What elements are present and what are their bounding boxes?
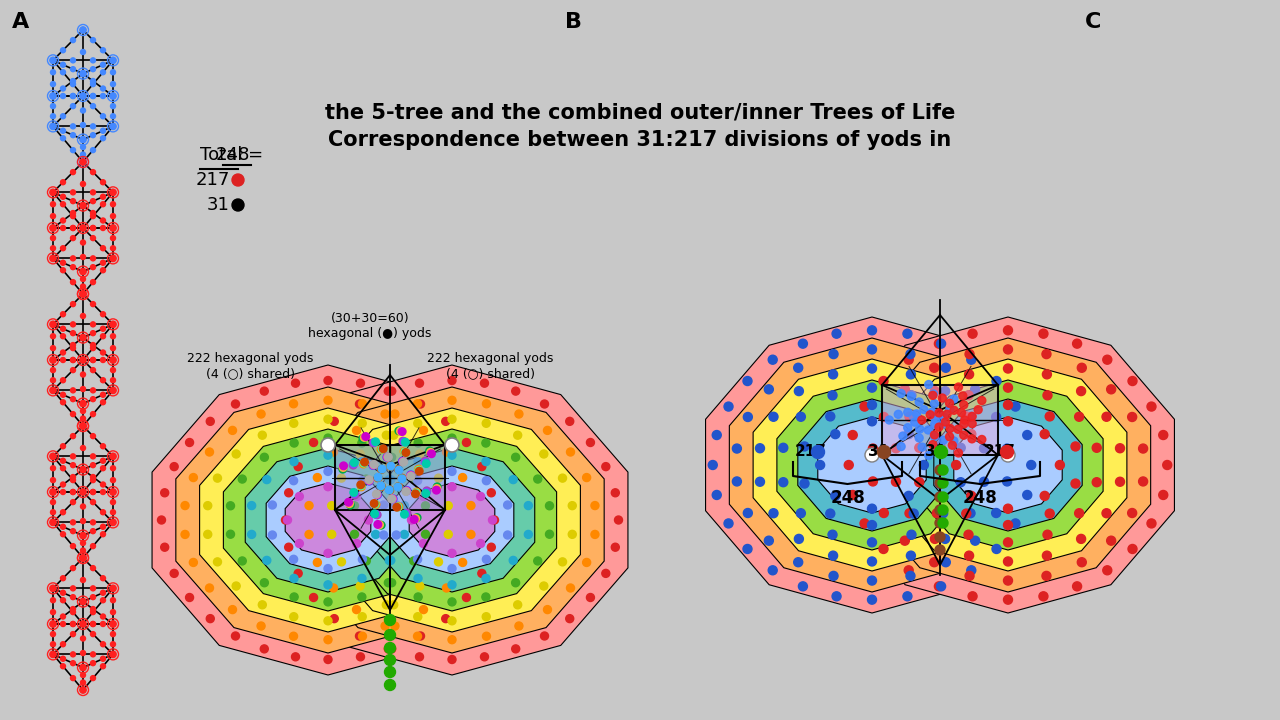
Circle shape xyxy=(70,500,76,505)
Circle shape xyxy=(60,194,65,199)
Circle shape xyxy=(614,516,622,524)
Circle shape xyxy=(1073,339,1082,348)
Text: (30+30=60)
hexagonal (●) yods: (30+30=60) hexagonal (●) yods xyxy=(308,312,431,340)
Circle shape xyxy=(79,159,86,165)
Text: 217: 217 xyxy=(795,444,827,459)
Circle shape xyxy=(378,482,385,490)
Circle shape xyxy=(110,246,115,251)
Circle shape xyxy=(378,465,385,473)
Circle shape xyxy=(941,387,950,395)
Circle shape xyxy=(540,582,548,590)
Circle shape xyxy=(378,466,385,473)
Circle shape xyxy=(956,444,965,452)
Circle shape xyxy=(940,412,947,420)
Circle shape xyxy=(860,402,869,411)
Circle shape xyxy=(483,400,490,408)
Circle shape xyxy=(941,558,950,567)
Circle shape xyxy=(764,384,773,394)
Circle shape xyxy=(384,645,392,653)
Circle shape xyxy=(91,132,96,138)
Circle shape xyxy=(91,528,96,534)
Circle shape xyxy=(91,343,96,348)
Circle shape xyxy=(426,449,434,456)
Circle shape xyxy=(329,584,338,592)
Circle shape xyxy=(70,595,76,600)
Circle shape xyxy=(389,600,398,609)
Circle shape xyxy=(269,501,276,509)
Circle shape xyxy=(412,490,420,498)
Circle shape xyxy=(79,555,86,561)
Circle shape xyxy=(79,225,86,231)
Circle shape xyxy=(941,364,950,372)
Circle shape xyxy=(928,408,936,416)
Circle shape xyxy=(567,584,575,592)
Circle shape xyxy=(503,531,512,539)
Circle shape xyxy=(812,446,824,459)
Circle shape xyxy=(60,326,65,331)
Circle shape xyxy=(934,505,945,515)
Circle shape xyxy=(513,600,522,609)
Circle shape xyxy=(868,504,877,513)
Circle shape xyxy=(370,461,378,469)
Circle shape xyxy=(60,70,65,75)
Circle shape xyxy=(410,557,417,565)
Circle shape xyxy=(929,392,937,400)
Circle shape xyxy=(458,474,467,482)
Circle shape xyxy=(978,397,986,405)
Circle shape xyxy=(339,464,347,472)
Circle shape xyxy=(70,170,76,175)
Circle shape xyxy=(357,481,365,489)
Circle shape xyxy=(60,664,65,669)
Circle shape xyxy=(799,339,808,348)
Circle shape xyxy=(289,613,298,621)
Circle shape xyxy=(383,600,390,609)
Circle shape xyxy=(70,78,76,84)
Circle shape xyxy=(1071,442,1080,451)
Circle shape xyxy=(992,413,1001,421)
Circle shape xyxy=(918,416,925,424)
Circle shape xyxy=(586,593,594,601)
Circle shape xyxy=(81,651,86,655)
Circle shape xyxy=(387,462,394,470)
Circle shape xyxy=(401,510,408,518)
Circle shape xyxy=(328,502,335,510)
Circle shape xyxy=(91,621,96,626)
Circle shape xyxy=(296,539,303,547)
Circle shape xyxy=(60,225,65,230)
Circle shape xyxy=(70,343,76,348)
Circle shape xyxy=(91,368,96,373)
Circle shape xyxy=(448,549,456,557)
Circle shape xyxy=(384,454,393,462)
Circle shape xyxy=(954,426,963,433)
Circle shape xyxy=(950,395,957,403)
Circle shape xyxy=(257,622,265,630)
Circle shape xyxy=(70,520,76,525)
Circle shape xyxy=(50,477,55,482)
Circle shape xyxy=(101,576,105,581)
Circle shape xyxy=(214,474,221,482)
Circle shape xyxy=(361,433,369,441)
Circle shape xyxy=(566,418,573,426)
Circle shape xyxy=(1147,402,1156,411)
Circle shape xyxy=(91,610,96,615)
Circle shape xyxy=(50,387,56,394)
Circle shape xyxy=(826,412,835,421)
Circle shape xyxy=(936,442,945,451)
Circle shape xyxy=(444,502,452,510)
Circle shape xyxy=(50,500,55,505)
Circle shape xyxy=(534,557,541,565)
Circle shape xyxy=(91,454,96,459)
Circle shape xyxy=(768,355,777,364)
Circle shape xyxy=(800,479,809,488)
Circle shape xyxy=(70,610,76,615)
Circle shape xyxy=(269,531,276,539)
Circle shape xyxy=(79,159,86,165)
Circle shape xyxy=(321,438,335,452)
Circle shape xyxy=(891,444,900,453)
Circle shape xyxy=(238,557,246,565)
Circle shape xyxy=(1128,413,1137,421)
Circle shape xyxy=(934,339,943,348)
Circle shape xyxy=(101,466,105,471)
Circle shape xyxy=(110,621,116,627)
Circle shape xyxy=(1073,582,1082,591)
